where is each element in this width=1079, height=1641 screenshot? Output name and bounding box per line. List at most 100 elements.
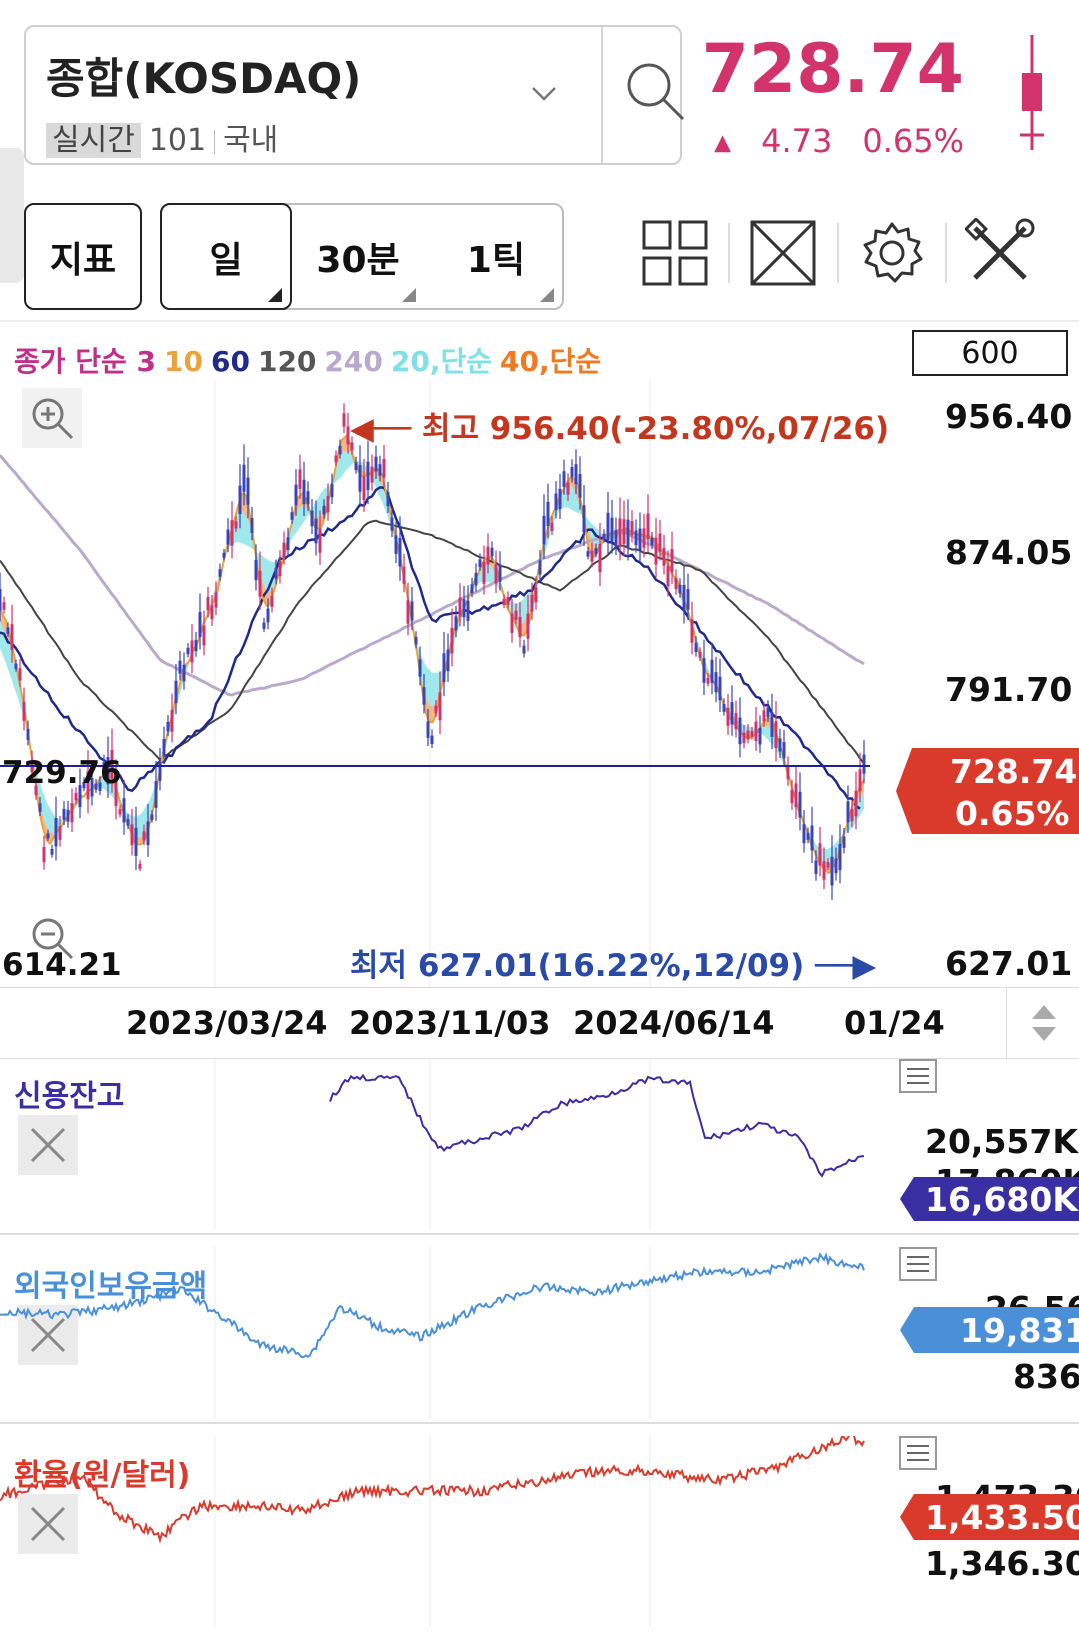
index-name[interactable]: 종합(KOSDAQ) [46, 54, 362, 103]
candle-body [554, 493, 558, 511]
candle-body [126, 819, 130, 826]
resize-handle[interactable] [1006, 988, 1079, 1058]
candle-body [662, 548, 666, 566]
series-line [329, 1073, 865, 1178]
candle-body [390, 517, 394, 531]
divider [0, 320, 1079, 322]
candle-body [166, 721, 170, 732]
ma-240-line [0, 454, 865, 697]
candle-body [658, 533, 662, 552]
candle-body [610, 517, 614, 542]
period-30min[interactable]: 30분 [292, 205, 424, 308]
legend-item: 60 [211, 345, 250, 378]
candle-body [618, 518, 622, 547]
y-label-2: 874.05 [945, 533, 1073, 572]
credit-line-chart[interactable] [0, 1059, 905, 1229]
legend-item: 종가 단순 3 [14, 345, 157, 378]
panel-menu-button[interactable] [899, 1247, 937, 1281]
candle-body [178, 660, 182, 674]
indicator-button[interactable]: 지표 [24, 203, 142, 310]
candle-body [586, 551, 590, 557]
expand-icon[interactable] [748, 218, 818, 292]
candle-body [130, 824, 134, 846]
corner-triangle-icon [268, 288, 282, 302]
close-icon[interactable] [18, 1305, 78, 1365]
candle-body [246, 477, 250, 505]
candle-body [186, 647, 190, 655]
candle-body [818, 843, 822, 866]
chevron-down-icon[interactable] [531, 75, 557, 110]
last-percent-tag: 0.65% [955, 794, 1070, 833]
y-label-bottom: 1,346.30 [925, 1544, 1079, 1583]
panel-menu-button[interactable] [899, 1059, 937, 1093]
y-label-3: 791.70 [945, 670, 1073, 709]
candle-body [414, 636, 418, 645]
divider [214, 129, 216, 154]
right-arrow-icon: ──▶ [815, 948, 877, 984]
candle-body [262, 622, 266, 629]
candle-body [62, 808, 66, 820]
candle-body [810, 825, 814, 851]
divider [0, 1233, 1079, 1235]
period-label: 일 [209, 239, 243, 281]
x-axis[interactable]: 2023/03/24 2023/11/03 2024/06/14 01/24 [0, 987, 1079, 1059]
candle-body [154, 781, 158, 808]
candle-body [54, 818, 58, 847]
y-label-top: 20,557K [925, 1122, 1078, 1161]
candle-body [606, 512, 610, 541]
legend-item: 20,단순 [390, 345, 492, 378]
search-icon[interactable] [621, 57, 691, 131]
bar-count-box[interactable]: 600 [912, 330, 1068, 376]
candle-body [266, 608, 270, 623]
candle-body [274, 567, 278, 579]
candle-body [314, 518, 318, 544]
foreign-line-chart[interactable] [0, 1247, 905, 1419]
zoom-out-icon[interactable] [22, 908, 82, 972]
candle-body [386, 492, 390, 507]
close-icon[interactable] [18, 1494, 78, 1554]
index-search-box[interactable]: 종합(KOSDAQ) 실시간 101 국내 [24, 25, 685, 165]
divider [601, 27, 603, 163]
candle-body [758, 727, 762, 745]
candle-body [350, 442, 354, 451]
candle-body [338, 445, 342, 455]
tools-icon[interactable] [963, 216, 1035, 292]
index-subinfo: 실시간 101 국내 [46, 115, 278, 159]
credit-last-tag: 16,680K [925, 1180, 1078, 1219]
settings-icon[interactable] [857, 218, 927, 292]
candle-body [322, 505, 326, 515]
realtime-badge: 실시간 [46, 123, 141, 158]
candle-body [630, 521, 634, 536]
period-1tick[interactable]: 1틱 [430, 205, 562, 308]
close-icon[interactable] [18, 1115, 78, 1175]
candle-body [458, 597, 462, 617]
candle-body [826, 862, 830, 868]
candle-body [50, 848, 54, 855]
candle-body [642, 528, 646, 548]
candle-body [366, 461, 370, 491]
current-price: 728.74 [701, 30, 964, 109]
side-drawer-handle[interactable] [0, 148, 24, 283]
candle-body [0, 588, 2, 611]
zoom-in-icon[interactable] [22, 388, 82, 452]
candle-body [834, 858, 838, 874]
candle-body [290, 512, 294, 520]
up-down-icon [1031, 1005, 1056, 1041]
panel-menu-button[interactable] [899, 1436, 937, 1470]
candle-body [686, 589, 690, 610]
ma-legend[interactable]: 종가 단순 3 10 60 120 240 20,단순 40,단순 [14, 340, 609, 380]
candle-body [830, 856, 834, 886]
price-chart[interactable] [0, 380, 905, 1000]
candle-body [82, 781, 86, 789]
fx-line-chart[interactable] [0, 1436, 905, 1626]
candle-body [582, 505, 586, 533]
layout-grid-icon[interactable] [640, 218, 710, 292]
candle-body [190, 640, 194, 663]
candle-body [846, 801, 850, 823]
ma-10-line [0, 434, 865, 875]
candle-body [98, 782, 102, 791]
candle-body [442, 653, 446, 682]
period-day[interactable]: 일 [160, 203, 292, 310]
period-label: 30분 [316, 239, 400, 281]
candle-body [278, 561, 282, 577]
